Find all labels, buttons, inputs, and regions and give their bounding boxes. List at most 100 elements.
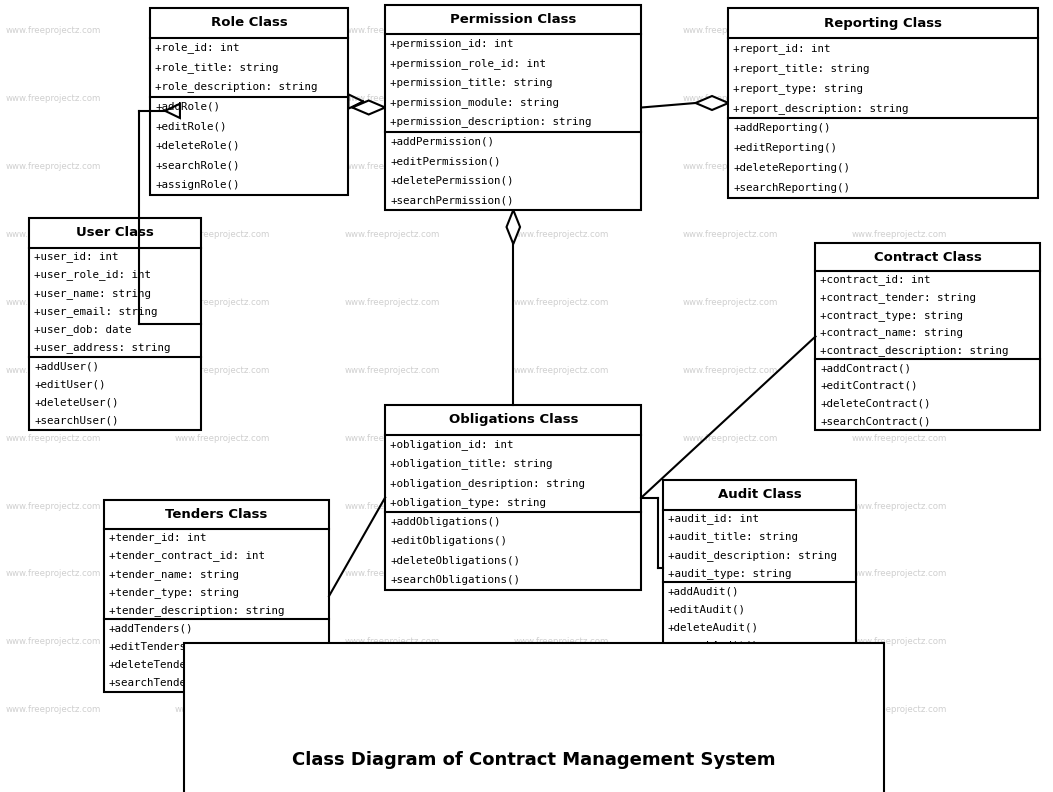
Text: +permission_title: string: +permission_title: string xyxy=(390,77,553,88)
Text: +deleteRole(): +deleteRole() xyxy=(155,141,239,151)
Text: +editReporting(): +editReporting() xyxy=(733,143,837,153)
Text: www.freeprojectz.com: www.freeprojectz.com xyxy=(514,230,609,238)
Text: www.freeprojectz.com: www.freeprojectz.com xyxy=(852,569,948,578)
Text: +searchRole(): +searchRole() xyxy=(155,161,239,170)
Text: +user_address: string: +user_address: string xyxy=(34,342,171,353)
Text: +deleteReporting(): +deleteReporting() xyxy=(733,163,850,173)
Text: +tender_name: string: +tender_name: string xyxy=(108,569,239,580)
Text: www.freeprojectz.com: www.freeprojectz.com xyxy=(175,706,271,714)
Text: www.freeprojectz.com: www.freeprojectz.com xyxy=(175,501,271,511)
Text: www.freeprojectz.com: www.freeprojectz.com xyxy=(175,433,271,443)
Text: www.freeprojectz.com: www.freeprojectz.com xyxy=(175,298,271,307)
Text: www.freeprojectz.com: www.freeprojectz.com xyxy=(175,162,271,170)
Text: www.freeprojectz.com: www.freeprojectz.com xyxy=(682,230,778,238)
Bar xyxy=(385,5,641,210)
Text: www.freeprojectz.com: www.freeprojectz.com xyxy=(175,638,271,646)
Text: www.freeprojectz.com: www.freeprojectz.com xyxy=(344,162,439,170)
Text: www.freeprojectz.com: www.freeprojectz.com xyxy=(682,365,778,375)
Text: www.freeprojectz.com: www.freeprojectz.com xyxy=(514,162,609,170)
Text: www.freeprojectz.com: www.freeprojectz.com xyxy=(514,638,609,646)
Text: +report_id: int: +report_id: int xyxy=(733,43,831,54)
Text: +searchContract(): +searchContract() xyxy=(820,416,931,426)
Text: www.freeprojectz.com: www.freeprojectz.com xyxy=(682,25,778,35)
Text: +obligation_id: int: +obligation_id: int xyxy=(390,439,514,450)
Text: Permission Class: Permission Class xyxy=(450,13,576,26)
Text: www.freeprojectz.com: www.freeprojectz.com xyxy=(175,93,271,102)
Text: +report_type: string: +report_type: string xyxy=(733,83,863,93)
Text: +editRole(): +editRole() xyxy=(155,121,226,131)
Text: +contract_name: string: +contract_name: string xyxy=(820,327,963,338)
Bar xyxy=(385,405,641,590)
Text: +tender_type: string: +tender_type: string xyxy=(108,587,239,598)
Text: +searchTenders(): +searchTenders() xyxy=(108,678,213,688)
Text: www.freeprojectz.com: www.freeprojectz.com xyxy=(175,230,271,238)
Text: www.freeprojectz.com: www.freeprojectz.com xyxy=(514,298,609,307)
Text: +obligation_desription: string: +obligation_desription: string xyxy=(390,478,585,489)
Text: www.freeprojectz.com: www.freeprojectz.com xyxy=(514,365,609,375)
Text: www.freeprojectz.com: www.freeprojectz.com xyxy=(5,93,101,102)
Text: User Class: User Class xyxy=(77,227,155,239)
Text: www.freeprojectz.com: www.freeprojectz.com xyxy=(5,230,101,238)
Text: www.freeprojectz.com: www.freeprojectz.com xyxy=(852,93,948,102)
Text: +user_role_id: int: +user_role_id: int xyxy=(34,269,152,280)
Text: +editObligations(): +editObligations() xyxy=(390,536,506,546)
Text: +searchPermission(): +searchPermission() xyxy=(390,195,514,205)
Bar xyxy=(151,8,349,195)
Text: +audit_id: int: +audit_id: int xyxy=(668,513,758,524)
Text: Class Diagram of Contract Management System: Class Diagram of Contract Management Sys… xyxy=(292,751,775,769)
Text: www.freeprojectz.com: www.freeprojectz.com xyxy=(852,230,948,238)
Text: +permission_description: string: +permission_description: string xyxy=(390,116,592,128)
Polygon shape xyxy=(506,210,520,244)
Text: +deletePermission(): +deletePermission() xyxy=(390,176,514,185)
Text: +editAudit(): +editAudit() xyxy=(668,604,746,615)
Text: Contract Class: Contract Class xyxy=(874,250,981,264)
Text: +user_dob: date: +user_dob: date xyxy=(34,324,132,335)
Text: www.freeprojectz.com: www.freeprojectz.com xyxy=(852,25,948,35)
Text: +deleteContract(): +deleteContract() xyxy=(820,398,931,409)
Text: www.freeprojectz.com: www.freeprojectz.com xyxy=(344,569,439,578)
Text: www.freeprojectz.com: www.freeprojectz.com xyxy=(852,638,948,646)
Text: +deleteObligations(): +deleteObligations() xyxy=(390,556,520,565)
Text: +editContract(): +editContract() xyxy=(820,381,918,390)
Text: www.freeprojectz.com: www.freeprojectz.com xyxy=(852,365,948,375)
Polygon shape xyxy=(696,96,729,110)
Text: www.freeprojectz.com: www.freeprojectz.com xyxy=(514,93,609,102)
Bar xyxy=(662,480,856,655)
Text: www.freeprojectz.com: www.freeprojectz.com xyxy=(514,706,609,714)
Text: www.freeprojectz.com: www.freeprojectz.com xyxy=(682,638,778,646)
Text: www.freeprojectz.com: www.freeprojectz.com xyxy=(344,230,439,238)
Text: +addAudit(): +addAudit() xyxy=(668,586,739,596)
Text: www.freeprojectz.com: www.freeprojectz.com xyxy=(682,93,778,102)
Polygon shape xyxy=(353,101,385,115)
Text: +role_title: string: +role_title: string xyxy=(155,62,278,73)
Bar xyxy=(29,218,201,430)
Text: +searchReporting(): +searchReporting() xyxy=(733,183,850,193)
Text: +obligation_title: string: +obligation_title: string xyxy=(390,459,553,469)
Text: +addObligations(): +addObligations() xyxy=(390,517,500,527)
Text: +deleteUser(): +deleteUser() xyxy=(34,398,119,408)
Text: +contract_description: string: +contract_description: string xyxy=(820,345,1009,356)
Text: www.freeprojectz.com: www.freeprojectz.com xyxy=(175,365,271,375)
Text: +tender_contract_id: int: +tender_contract_id: int xyxy=(108,550,264,562)
Text: www.freeprojectz.com: www.freeprojectz.com xyxy=(682,569,778,578)
Text: www.freeprojectz.com: www.freeprojectz.com xyxy=(344,501,439,511)
Text: +addContract(): +addContract() xyxy=(820,364,911,373)
Text: www.freeprojectz.com: www.freeprojectz.com xyxy=(5,25,101,35)
Text: www.freeprojectz.com: www.freeprojectz.com xyxy=(5,162,101,170)
Text: +permission_role_id: int: +permission_role_id: int xyxy=(390,58,547,69)
Text: www.freeprojectz.com: www.freeprojectz.com xyxy=(344,706,439,714)
Text: +role_description: string: +role_description: string xyxy=(155,82,318,93)
Text: +addReporting(): +addReporting() xyxy=(733,124,831,133)
Text: +role_id: int: +role_id: int xyxy=(155,42,239,53)
Text: www.freeprojectz.com: www.freeprojectz.com xyxy=(5,501,101,511)
Text: +deleteTenders(): +deleteTenders() xyxy=(108,660,213,670)
Text: +obligation_type: string: +obligation_type: string xyxy=(390,497,547,508)
Text: www.freeprojectz.com: www.freeprojectz.com xyxy=(514,433,609,443)
Text: www.freeprojectz.com: www.freeprojectz.com xyxy=(682,706,778,714)
Text: +audit_description: string: +audit_description: string xyxy=(668,550,836,561)
Text: +report_description: string: +report_description: string xyxy=(733,103,909,114)
Text: +addPermission(): +addPermission() xyxy=(390,136,494,147)
Text: www.freeprojectz.com: www.freeprojectz.com xyxy=(852,706,948,714)
Text: www.freeprojectz.com: www.freeprojectz.com xyxy=(175,569,271,578)
Text: +editPermission(): +editPermission() xyxy=(390,156,500,166)
